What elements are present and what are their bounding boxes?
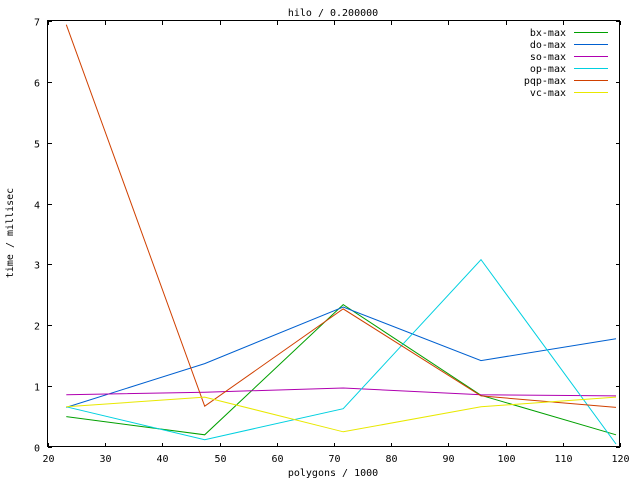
series-line-vc-max — [66, 396, 617, 433]
x-tick-label: 30 — [99, 454, 111, 465]
axes: 20 30 40 50 60 70 80 90 100 110 120 0 1 2 3 4 5 6 7 — [34, 18, 630, 466]
x-tick-label: 100 — [497, 454, 515, 465]
x-tick-label: 20 — [42, 454, 54, 465]
plot-frame — [47, 20, 620, 447]
x-tick-label: 60 — [271, 454, 283, 465]
x-tick-label: 120 — [611, 454, 629, 465]
x-tick-label: 40 — [156, 454, 168, 465]
x-tick-label: 70 — [328, 454, 340, 465]
y-tick-label: 1 — [34, 383, 40, 394]
x-tick-label: 80 — [385, 454, 397, 465]
y-axis-label: time / millisec — [5, 188, 16, 278]
legend-label-op-max: op-max — [530, 64, 566, 75]
y-tick-label: 2 — [34, 322, 40, 333]
x-tick-label: 50 — [214, 454, 226, 465]
legend-label-so-max: so-max — [530, 52, 566, 63]
y-tick-label: 4 — [34, 201, 40, 212]
y-tick-label: 7 — [34, 18, 40, 29]
y-tick-label: 5 — [34, 140, 40, 151]
series-line-pqp-max — [65, 24, 617, 408]
chart-title: hilo / 0.200000 — [288, 8, 378, 19]
series-line-op-max — [66, 258, 617, 445]
y-tick-label: 6 — [34, 79, 40, 90]
y-tick-label: 3 — [34, 261, 40, 272]
x-tick-label: 90 — [442, 454, 454, 465]
series-line-so-max — [66, 387, 617, 397]
y-tick-label: 0 — [34, 444, 40, 455]
legend-label-vc-max: vc-max — [530, 88, 566, 99]
x-axis-label: polygons / 1000 — [288, 468, 378, 479]
legend-label-pqp-max: pqp-max — [524, 76, 566, 87]
legend-label-do-max: do-max — [530, 40, 566, 51]
series-line-do-max — [66, 306, 617, 408]
x-tick-label: 110 — [554, 454, 572, 465]
series-layer — [65, 24, 617, 445]
series-line-bx-max — [66, 303, 617, 436]
legend-label-bx-max: bx-max — [530, 28, 566, 39]
